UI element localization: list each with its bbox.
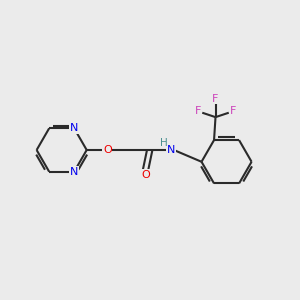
Text: F: F bbox=[230, 106, 236, 116]
Text: N: N bbox=[70, 167, 78, 177]
Text: N: N bbox=[70, 123, 78, 133]
Text: H: H bbox=[160, 138, 167, 148]
Text: F: F bbox=[195, 106, 201, 116]
Text: O: O bbox=[103, 145, 112, 155]
Text: O: O bbox=[141, 170, 150, 180]
Text: F: F bbox=[212, 94, 219, 104]
Text: N: N bbox=[167, 145, 175, 155]
